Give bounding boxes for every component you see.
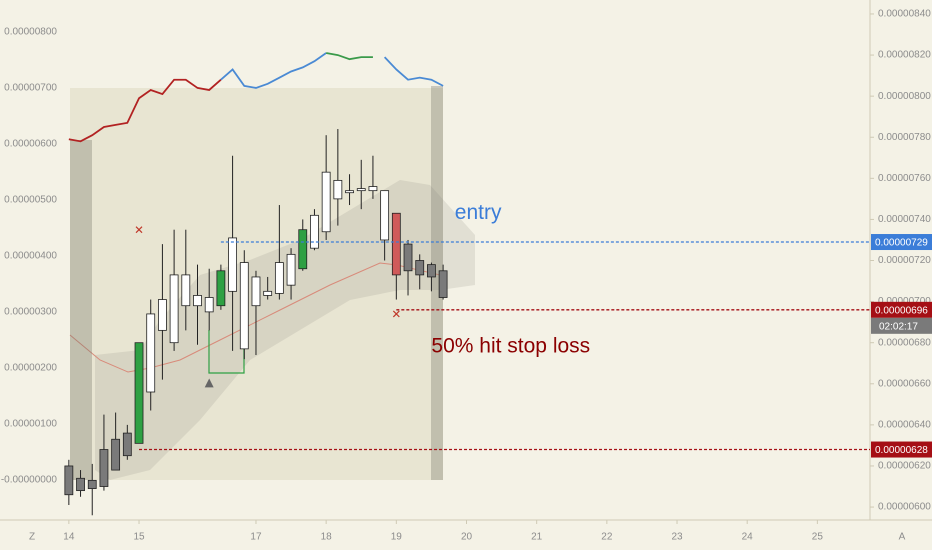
- candle-body: [427, 264, 436, 278]
- y-tick-label: 0.00000600: [878, 502, 931, 513]
- candle-body: [415, 260, 425, 276]
- marker: [392, 310, 400, 318]
- candle-body: [345, 190, 354, 194]
- countdown-label: 02:02:17: [879, 321, 918, 332]
- x-tick-label: 21: [531, 532, 543, 543]
- candle-body: [239, 262, 249, 350]
- y2-tick-label: 0.00000800: [4, 27, 57, 38]
- annotation: 50% hit stop loss: [431, 334, 590, 357]
- candle-body: [216, 270, 226, 307]
- cloud: [95, 180, 475, 480]
- candle-body: [310, 214, 319, 249]
- candle-body: [64, 465, 74, 496]
- price-tag-label: 0.00000696: [875, 305, 928, 316]
- y-tick-label: 0.00000820: [878, 50, 931, 61]
- candle-body: [251, 276, 261, 307]
- y-tick-label: 0.00000840: [878, 9, 931, 20]
- y-tick-label: 0.00000660: [878, 378, 931, 389]
- price-tag-label: 0.00000729: [875, 238, 928, 249]
- price-tag: [871, 234, 932, 251]
- candle-body: [169, 274, 179, 344]
- candle-body: [333, 179, 343, 200]
- candle-body: [146, 313, 156, 393]
- corner-label: A: [899, 532, 906, 543]
- candle-body: [368, 186, 378, 192]
- candle-body: [286, 253, 296, 286]
- y2-tick-label: -0.00000000: [1, 475, 58, 486]
- candle-body: [111, 438, 121, 471]
- annotation: entry: [455, 201, 502, 224]
- marker: [135, 226, 143, 234]
- indicator-line: [68, 78, 222, 143]
- candle-body: [380, 190, 390, 241]
- x-tick-label: 25: [812, 532, 824, 543]
- candle-body: [181, 274, 191, 307]
- y-tick-label: 0.00000720: [878, 255, 931, 266]
- candle-body: [228, 237, 237, 292]
- marker: [204, 378, 214, 388]
- y-tick-label: 0.00000740: [878, 214, 931, 225]
- candle-body: [274, 262, 284, 294]
- y-tick-label: 0.00000640: [878, 420, 931, 431]
- y-tick-label: 0.00000700: [878, 296, 931, 307]
- candle-body: [391, 212, 401, 276]
- corner-label: Z: [29, 532, 35, 543]
- candle-body: [204, 297, 214, 313]
- candle-body: [356, 188, 366, 192]
- candle-body: [321, 171, 331, 233]
- candle-body: [193, 295, 202, 307]
- x-tick-label: 23: [671, 532, 683, 543]
- price-tag: [871, 301, 932, 318]
- y2-tick-label: 0.00000400: [4, 251, 57, 262]
- x-tick-label: 24: [742, 532, 754, 543]
- candle-body: [122, 432, 132, 457]
- indicator-line: [325, 52, 373, 61]
- y2-tick-label: 0.00000700: [4, 83, 57, 94]
- indicator-line: [220, 52, 444, 89]
- candle-body: [158, 299, 167, 331]
- session-bar: [431, 86, 443, 480]
- y2-tick-label: 0.00000600: [4, 139, 57, 150]
- candle-body: [134, 342, 144, 444]
- x-tick-label: 15: [133, 532, 145, 543]
- candle-body: [263, 290, 273, 296]
- y2-tick-label: 0.00000300: [4, 307, 57, 318]
- y-tick-label: 0.00000780: [878, 132, 931, 143]
- candle-body: [298, 229, 308, 270]
- candle-body: [99, 449, 109, 487]
- x-tick-label: 14: [63, 532, 75, 543]
- y2-tick-label: 0.00000500: [4, 195, 57, 206]
- y-tick-label: 0.00000800: [878, 91, 931, 102]
- x-tick-label: 18: [321, 532, 333, 543]
- y-tick-label: 0.00000680: [878, 337, 931, 348]
- y-tick-label: 0.00000760: [878, 173, 931, 184]
- x-tick-label: 19: [391, 532, 403, 543]
- candle-body: [438, 270, 448, 298]
- y2-tick-label: 0.00000200: [4, 363, 57, 374]
- y2-tick-label: 0.00000100: [4, 419, 57, 430]
- price-tag-label: 0.00000628: [875, 445, 928, 456]
- x-tick-label: 20: [461, 532, 473, 543]
- price-tag: [871, 441, 932, 458]
- candle-body: [403, 243, 413, 272]
- moving-average: [69, 262, 441, 373]
- y-tick-label: 0.00000620: [878, 461, 931, 472]
- x-tick-label: 17: [250, 532, 262, 543]
- session-bar: [70, 140, 92, 480]
- candle-body: [87, 479, 97, 489]
- x-tick-label: 22: [601, 532, 613, 543]
- countdown-tag: [871, 317, 932, 334]
- candle-body: [76, 477, 85, 492]
